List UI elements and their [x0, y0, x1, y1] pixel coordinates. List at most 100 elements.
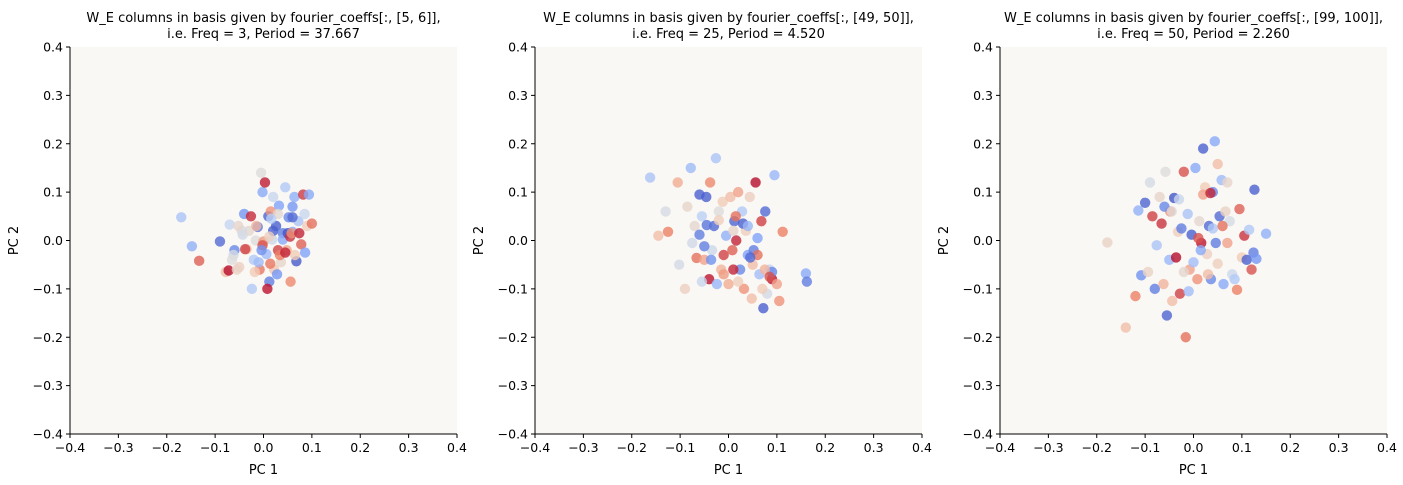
scatter-point — [289, 249, 301, 261]
scatter-point — [1102, 237, 1113, 248]
scatter-point — [1210, 237, 1221, 249]
scatter-point — [1251, 253, 1262, 265]
scatter-point — [176, 212, 187, 223]
scatter-point — [303, 189, 315, 200]
x-tick-label: −0.2 — [617, 440, 647, 455]
scatter-point — [1222, 177, 1233, 188]
scatter-point — [696, 276, 708, 287]
scatter-point — [1144, 177, 1156, 188]
scatter-point — [1192, 274, 1203, 285]
x-tick-label: −0.3 — [568, 440, 598, 455]
y-axis-label: PC 2 — [472, 226, 487, 255]
scatter-point — [1193, 232, 1204, 244]
scatter-point — [728, 225, 739, 237]
scatter-point — [249, 266, 260, 278]
scatter-point — [771, 278, 783, 290]
x-tick-label: 0.4 — [912, 440, 932, 455]
scatter-point — [694, 189, 705, 200]
scatter-point — [653, 230, 664, 241]
scatter-point — [299, 247, 311, 258]
scatter-point — [239, 244, 251, 255]
scatter-point — [1133, 205, 1144, 216]
scatter-point — [251, 220, 262, 232]
x-tick-label: −0.2 — [152, 440, 182, 455]
scatter-point — [687, 237, 698, 249]
scatter-point — [1218, 278, 1229, 290]
scatter-point — [1161, 310, 1173, 321]
scatter-point — [255, 167, 267, 178]
scatter-point — [1166, 206, 1177, 217]
scatter-point — [257, 186, 268, 198]
scatter-point — [682, 201, 693, 212]
scatter-point — [744, 191, 755, 203]
scatter-point — [705, 254, 717, 266]
y-axis-label: PC 2 — [7, 226, 22, 255]
x-tick-label: −0.1 — [665, 440, 695, 455]
scatter-point — [1202, 269, 1214, 280]
y-tick-label: −0.1 — [33, 281, 63, 296]
scatter-point — [1188, 257, 1199, 268]
scatter-point — [1212, 158, 1223, 170]
scatter-point — [1220, 206, 1231, 217]
y-tick-label: 0.0 — [973, 233, 993, 248]
scatter-point — [259, 177, 271, 188]
scatter-point — [760, 206, 771, 217]
y-tick-label: 0.3 — [973, 88, 993, 103]
chart-title-line-1: W_E columns in basis given by fourier_co… — [1004, 11, 1383, 26]
scatter-point — [245, 211, 257, 222]
scatter-points — [176, 167, 318, 295]
scatter-point — [266, 213, 277, 224]
x-tick-label: −0.3 — [103, 440, 133, 455]
x-tick-label: −0.1 — [200, 440, 230, 455]
subplot-3: −0.4 −0.3 −0.2 −0.1 0.0 0.1 0.2 0.3 0.4 −0.4 −0.3 −… — [937, 11, 1397, 478]
scatter-point — [723, 278, 734, 290]
scatter-point — [1260, 228, 1272, 239]
scatter-point — [271, 269, 283, 280]
scatter-point — [287, 201, 298, 212]
scatter-point — [1151, 240, 1162, 251]
chart-title-line-2: i.e. Freq = 3, Period = 37.667 — [167, 27, 360, 42]
scatter-point — [1183, 286, 1194, 297]
scatter-point — [738, 283, 750, 295]
scatter-point — [718, 269, 729, 280]
scatter-point — [644, 172, 656, 183]
x-tick-label: 0.1 — [767, 440, 787, 455]
scatter-point — [769, 169, 780, 181]
scatter-point — [1217, 220, 1228, 232]
scatter-point — [704, 177, 716, 188]
scatter-point — [711, 278, 723, 290]
scatter-point — [1212, 258, 1223, 269]
scatter-point — [1120, 322, 1131, 333]
y-tick-label: 0.2 — [508, 136, 528, 151]
y-tick-label: 0.2 — [973, 136, 993, 151]
scatter-point — [673, 259, 685, 270]
scatter-point — [718, 249, 729, 261]
scatter-point — [1160, 166, 1171, 178]
scatter-point — [742, 220, 754, 232]
scatter-point — [1195, 244, 1206, 256]
scatter-point — [731, 235, 742, 246]
scatter-point — [1170, 252, 1182, 263]
scatter-point — [764, 271, 775, 282]
scatter-point — [306, 218, 318, 229]
x-tick-label: −0.4 — [55, 440, 85, 455]
scatter-point — [732, 186, 744, 198]
scatter-point — [1234, 203, 1245, 215]
scatter-point — [672, 177, 683, 188]
x-tick-label: 0.4 — [1377, 440, 1397, 455]
scatter-point — [745, 252, 756, 263]
scatter-point — [267, 191, 279, 203]
scatter-point — [1205, 187, 1216, 199]
scatter-point — [758, 303, 769, 314]
scatter-point — [699, 241, 710, 252]
scatter-point — [757, 283, 768, 295]
scatter-point — [280, 182, 291, 193]
y-tick-label: 0.1 — [43, 185, 63, 200]
scatter-point — [1194, 215, 1205, 227]
scatter-point — [689, 220, 700, 232]
x-tick-label: 0.2 — [1280, 440, 1300, 455]
y-tick-label: −0.3 — [498, 378, 528, 393]
scatter-point — [713, 206, 725, 217]
scatter-point — [253, 257, 264, 268]
x-tick-label: 0.3 — [864, 440, 884, 455]
